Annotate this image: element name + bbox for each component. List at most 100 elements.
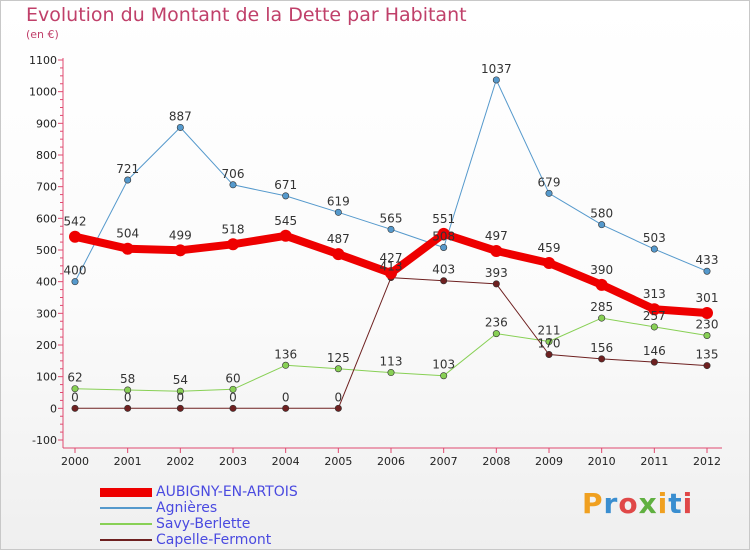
data-label: 433 (696, 253, 719, 267)
data-label: 301 (696, 291, 719, 305)
data-point (595, 278, 608, 291)
data-point (650, 245, 658, 253)
data-label: 170 (538, 337, 561, 351)
data-point (701, 307, 713, 320)
data-label: 671 (274, 178, 297, 192)
data-label: 400 (64, 264, 87, 278)
y-tick-label: 1000 (29, 86, 57, 99)
x-tick-label: 2004 (272, 455, 300, 468)
data-point (227, 238, 239, 251)
x-tick-label: 2003 (219, 455, 247, 468)
x-tick-label: 2007 (430, 455, 458, 468)
data-label: 146 (643, 344, 666, 358)
data-label: 721 (116, 162, 139, 176)
legend-swatch (100, 539, 152, 541)
data-point (490, 244, 503, 257)
data-label: 427 (380, 251, 403, 265)
data-label: 0 (71, 390, 79, 404)
data-point (279, 229, 292, 242)
data-label: 497 (485, 229, 508, 243)
legend-swatch (100, 523, 152, 525)
data-label: 390 (590, 263, 613, 277)
logo-letter: t (668, 487, 683, 520)
data-point (650, 323, 658, 331)
y-tick-label: 300 (36, 307, 57, 320)
data-point (229, 181, 237, 189)
data-label: 236 (485, 316, 508, 330)
data-label: 887 (169, 109, 192, 123)
data-point (703, 331, 711, 339)
data-point (598, 221, 606, 229)
legend-label: Savy-Berlette (156, 516, 251, 532)
data-point (703, 267, 711, 275)
data-label: 565 (380, 211, 403, 225)
data-point (492, 280, 500, 288)
data-point (387, 369, 395, 377)
data-label: 62 (67, 371, 82, 385)
legend-label: AUBIGNY-EN-ARTOIS (156, 484, 298, 500)
data-point (648, 303, 661, 316)
data-point (385, 267, 397, 280)
data-point (229, 385, 237, 393)
data-label: 58 (120, 372, 135, 386)
data-point (282, 192, 290, 200)
data-label: 518 (222, 222, 245, 236)
chart-title: Evolution du Montant de la Dette par Hab… (26, 4, 467, 26)
data-point (492, 330, 500, 338)
data-label: 257 (643, 309, 666, 323)
data-point (492, 76, 500, 84)
y-tick-label: 400 (36, 276, 57, 289)
data-label: 285 (590, 300, 613, 314)
data-label: 0 (282, 390, 290, 404)
y-tick-label: 200 (36, 339, 57, 352)
logo-letter: r (603, 487, 619, 520)
data-label: 393 (485, 266, 508, 280)
data-point (650, 358, 658, 366)
logo-letter: P (582, 487, 604, 520)
data-point (334, 208, 342, 216)
legend-label: Agnières (156, 500, 218, 516)
logo-letter: x (638, 487, 658, 520)
logo-letter: i (657, 487, 669, 520)
data-point (71, 385, 79, 393)
x-tick-label: 2010 (588, 455, 616, 468)
x-tick-label: 2001 (114, 455, 142, 468)
data-label: 706 (222, 167, 245, 181)
data-point (598, 314, 606, 322)
data-label: 459 (538, 241, 561, 255)
data-label: 504 (116, 227, 139, 241)
legend-label: Capelle-Fermont (156, 532, 272, 548)
data-label: 54 (173, 373, 188, 387)
data-label: 103 (432, 358, 455, 372)
y-tick-label: 500 (36, 244, 57, 257)
data-label: 503 (643, 231, 666, 245)
data-point (440, 243, 448, 251)
data-point (121, 242, 134, 255)
data-label: 1037 (481, 62, 512, 76)
y-tick-label: 800 (36, 149, 57, 162)
data-point (598, 355, 606, 363)
data-label: 60 (225, 371, 240, 385)
data-point (440, 277, 448, 285)
data-point (545, 350, 553, 358)
data-point (124, 176, 132, 184)
y-tick-label: 700 (36, 181, 57, 194)
proxiti-logo: Proxiti (582, 487, 693, 520)
data-point (334, 404, 342, 412)
data-label: 413 (380, 260, 403, 274)
data-label: 0 (229, 390, 237, 404)
data-point (71, 278, 79, 286)
data-label: 313 (643, 287, 666, 301)
data-point (69, 230, 81, 243)
data-label: 136 (274, 347, 297, 361)
x-tick-label: 2008 (482, 455, 510, 468)
data-point (543, 256, 555, 269)
y-tick-label: 100 (36, 371, 57, 384)
y-tick-label: 600 (36, 212, 57, 225)
x-tick-label: 2002 (166, 455, 194, 468)
legend-swatch (100, 487, 152, 497)
data-point (71, 404, 79, 412)
x-tick-label: 2009 (535, 455, 563, 468)
